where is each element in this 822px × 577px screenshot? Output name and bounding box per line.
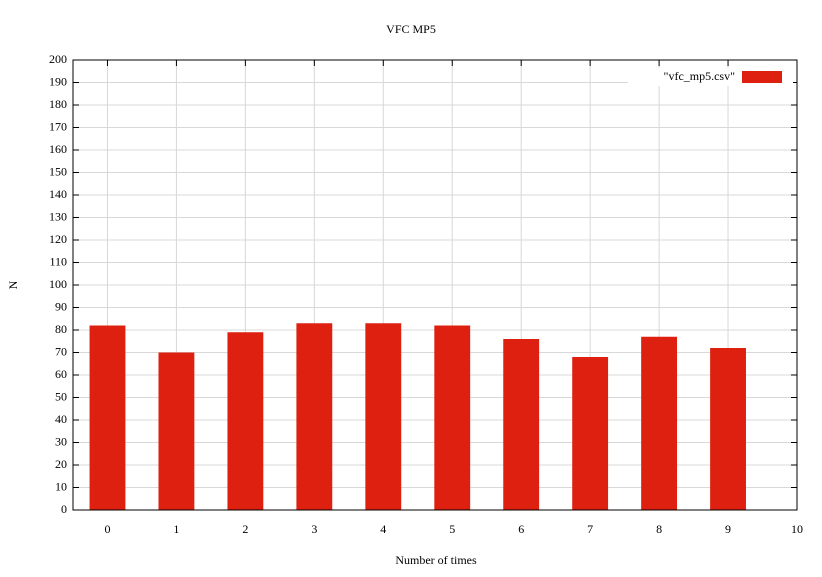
x-tick-label: 10 [791,522,803,536]
x-tick-label: 6 [518,522,524,536]
bar [227,332,264,510]
y-tick-label: 80 [55,322,67,336]
y-tick-label: 40 [55,412,67,426]
y-tick-label: 200 [49,52,67,66]
bar [365,323,402,510]
x-tick-label: 4 [380,522,386,536]
y-tick-label: 20 [55,457,67,471]
plot-frame [72,59,798,511]
x-axis-label: Number of times [395,553,477,567]
y-tick-label: 180 [49,97,67,111]
x-tick-label: 1 [173,522,179,536]
y-tick-label: 30 [55,434,67,448]
y-tick-label: 110 [49,254,67,268]
y-tick-label: 90 [55,299,67,313]
y-tick-label: 140 [49,187,67,201]
y-axis-label: N [6,280,20,289]
y-tick-label: 170 [49,119,67,133]
bar [158,352,195,510]
y-tick-label: 150 [49,164,67,178]
bar [641,336,678,510]
y-tick-label: 0 [61,502,67,516]
bar [296,323,333,510]
y-tick-label: 60 [55,367,67,381]
x-tick-label: 5 [449,522,455,536]
bar [503,339,540,510]
bar [572,357,609,510]
y-tick-label: 50 [55,389,67,403]
x-tick-label: 7 [587,522,593,536]
bar [710,348,746,510]
y-tick-label: 100 [49,277,67,291]
x-tick-label: 8 [656,522,662,536]
x-tick-label: 9 [725,522,731,536]
x-tick-label: 3 [311,522,317,536]
y-tick-label: 10 [55,479,67,493]
y-tick-label: 190 [49,74,67,88]
bar [434,325,471,510]
legend-swatch [742,71,782,83]
y-tick-label: 120 [49,232,67,246]
x-tick-label: 0 [104,522,110,536]
y-tick-label: 130 [49,209,67,223]
chart-title: VFC MP5 [386,22,436,36]
legend-label: "vfc_mp5.csv" [664,69,736,83]
y-tick-label: 70 [55,344,67,358]
bar [89,325,126,510]
x-tick-label: 2 [242,522,248,536]
y-tick-label: 160 [49,142,67,156]
